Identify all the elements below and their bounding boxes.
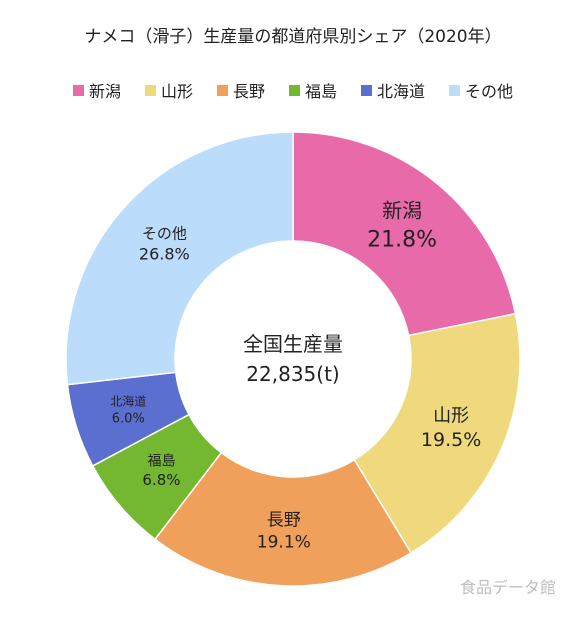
- legend-item: 長野: [216, 78, 265, 102]
- center-label: 全国生産量: [243, 332, 343, 356]
- chart-title: ナメコ（滑子）生産量の都道府県別シェア（2020年）: [84, 27, 502, 47]
- slice-value-label: 19.1%: [257, 532, 311, 552]
- slice-0: [292, 131, 517, 337]
- legend-item: 新潟: [72, 78, 121, 102]
- legend-swatch: [72, 84, 84, 96]
- legend-label: その他: [465, 82, 514, 101]
- center-value: 22,835(t): [246, 362, 339, 386]
- slice-name-label: その他: [142, 225, 187, 243]
- slice-value-label: 6.8%: [142, 471, 180, 489]
- slice-name-label: 福島: [147, 453, 175, 469]
- legend-item: 山形: [144, 78, 193, 102]
- slice-name-label: 山形: [433, 405, 469, 426]
- slice-name-label: 新潟: [382, 199, 422, 223]
- legend-swatch: [449, 84, 461, 96]
- slice-value-label: 26.8%: [139, 244, 190, 263]
- legend-item: その他: [449, 78, 513, 102]
- legend-label: 長野: [232, 82, 265, 101]
- slice-value-label: 19.5%: [421, 429, 481, 451]
- legend-item: 北海道: [361, 78, 425, 102]
- legend-label: 北海道: [377, 82, 426, 101]
- slice-name-label: 長野: [267, 510, 301, 530]
- legend-swatch: [216, 84, 228, 96]
- legend-label: 福島: [305, 82, 338, 101]
- slice-name-label: 北海道: [110, 394, 146, 409]
- watermark: 食品データ館: [459, 578, 556, 597]
- legend-swatch: [361, 84, 373, 96]
- slice-1: [353, 312, 521, 554]
- legend-swatch: [144, 84, 156, 96]
- legend-swatch: [289, 84, 300, 96]
- slice-value-label: 21.8%: [367, 227, 437, 252]
- legend-label: 新潟: [88, 82, 121, 101]
- legend-label: 山形: [160, 82, 193, 101]
- legend-item: 福島: [289, 78, 337, 102]
- slice-5: [65, 131, 294, 386]
- slice-value-label: 6.0%: [112, 412, 145, 427]
- slice-2: [153, 451, 413, 587]
- legend: 新潟 山形 長野 福島 北海道 その他: [0, 78, 586, 102]
